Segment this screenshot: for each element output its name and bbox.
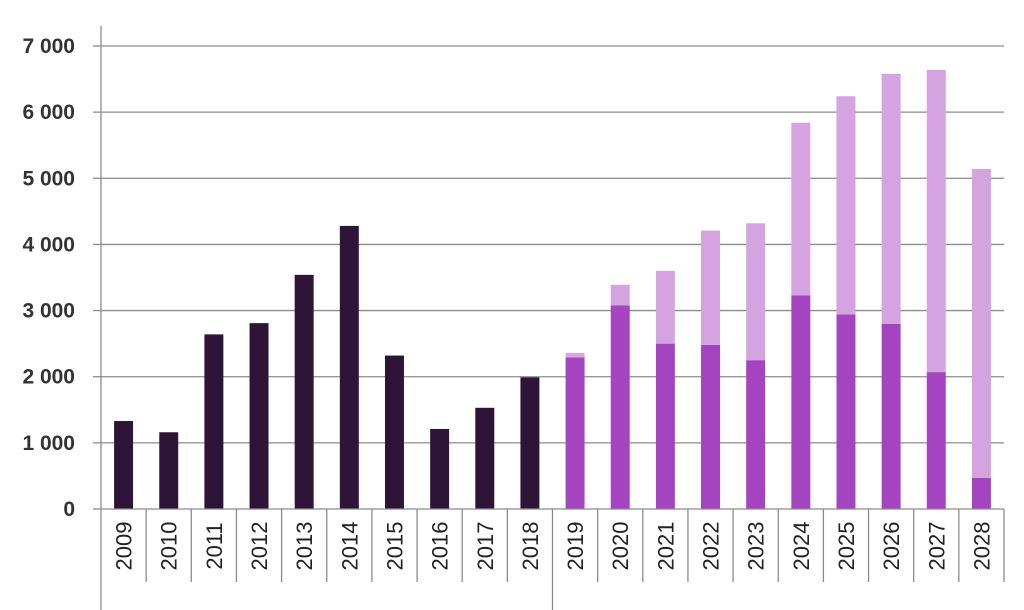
y-tick-label: 4 000 [22, 233, 75, 256]
x-tick-label: 2015 [382, 522, 407, 571]
x-tick-label: 2012 [247, 522, 272, 571]
x-tick-label: 2026 [879, 522, 904, 571]
bar-segment [701, 344, 721, 509]
bar-segment [836, 314, 856, 509]
x-tick-label: 2011 [202, 522, 227, 569]
bar-segment [701, 230, 721, 345]
x-tick-label: 2025 [834, 522, 859, 571]
bar-segment [565, 352, 585, 358]
bar-segment [159, 432, 179, 509]
gridlines [101, 45, 1004, 444]
y-axis-ticks: 0 1 000 2 000 3 000 4 000 5 000 6 000 7 000 [22, 35, 75, 521]
bar-segment [114, 421, 134, 509]
y-tick-label: 3 000 [22, 300, 75, 323]
bar-segment [926, 69, 946, 373]
bar-segment [791, 295, 811, 509]
bar-segment [565, 357, 585, 509]
bar-segment [610, 284, 630, 306]
x-tick-label: 2020 [608, 522, 633, 571]
x-tick-label: 2021 [653, 522, 678, 571]
bar-segment [881, 73, 901, 324]
y-tick-label: 1 000 [22, 432, 75, 455]
x-tick-label: 2009 [112, 522, 137, 571]
bar-segment [655, 343, 675, 509]
axes [93, 26, 1005, 610]
x-tick-label: 2028 [969, 522, 994, 571]
bar-segment [881, 323, 901, 509]
y-tick-label: 6 000 [22, 101, 75, 124]
x-tick-label: 2019 [563, 522, 588, 571]
y-tick-label: 0 [63, 498, 75, 521]
bar-segment [971, 169, 991, 478]
bar-segment [791, 122, 811, 296]
x-tick-label: 2022 [699, 522, 724, 571]
bar-segment [430, 428, 450, 509]
x-tick-label: 2017 [473, 522, 498, 571]
bar-segment [249, 323, 269, 509]
bar-segment [836, 96, 856, 315]
x-tick-label: 2016 [428, 522, 453, 571]
y-tick-label: 2 000 [22, 366, 75, 389]
x-tick-label: 2023 [744, 522, 769, 571]
x-axis-ticks: 2009 2010 2011 2012 2013 2014 2015 2016 2017 2018… [112, 522, 995, 571]
bar-segment [204, 334, 224, 509]
x-tick-label: 2027 [924, 522, 949, 571]
x-tick-label: 2018 [518, 522, 543, 571]
bar-segment [520, 377, 540, 509]
y-tick-label: 5 000 [22, 167, 75, 190]
bar-segment [339, 225, 359, 509]
x-tick-label: 2010 [157, 522, 182, 571]
y-tick-label: 7 000 [22, 35, 75, 58]
bar-segment [475, 407, 495, 509]
bar-segment [926, 372, 946, 509]
bar-segment [384, 355, 404, 509]
bars [114, 69, 991, 509]
bar-segment [971, 477, 991, 509]
bar-segment [610, 305, 630, 509]
bar-segment [746, 223, 766, 361]
bar-segment [294, 274, 314, 509]
x-tick-label: 2024 [789, 522, 814, 571]
x-tick-label: 2014 [337, 522, 362, 571]
x-tick-label: 2013 [292, 522, 317, 571]
bar-segment [746, 360, 766, 509]
bar-segment [655, 270, 675, 344]
